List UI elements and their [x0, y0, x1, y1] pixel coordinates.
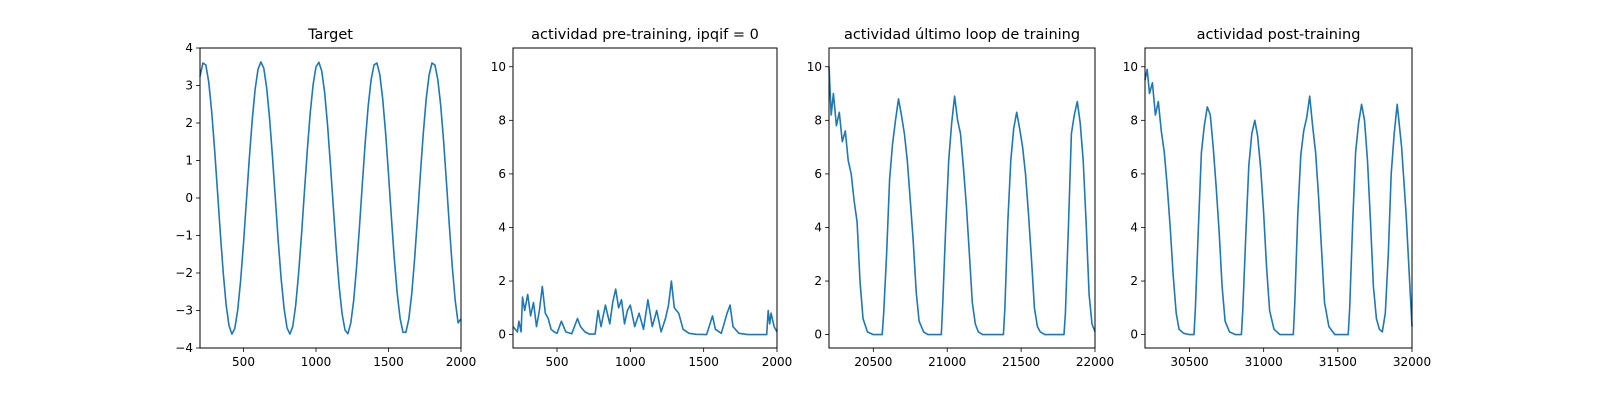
- series-line: [512, 280, 778, 336]
- y-tick-label: 4: [814, 220, 822, 234]
- series-line: [199, 61, 462, 335]
- y-tick-label: −2: [175, 266, 193, 280]
- chart-title: actividad último loop de training: [844, 27, 1080, 43]
- x-tick-label: 1000: [615, 355, 646, 369]
- y-tick-label: −4: [175, 341, 193, 355]
- x-tick-label: 30500: [1170, 355, 1208, 369]
- y-tick-label: 6: [498, 167, 506, 181]
- x-tick-label: 500: [546, 355, 569, 369]
- chart-panel-1: Target 500 1000 1500 2000 −4 −3 −2 −1 0 1 2 3 4: [175, 27, 476, 369]
- y-tick-label: 10: [807, 60, 822, 74]
- y-tick-label: 4: [498, 220, 506, 234]
- chart-title: actividad pre-training, ipqif = 0: [531, 27, 759, 43]
- y-tick-label: 4: [1130, 220, 1138, 234]
- axes-frame: [512, 47, 778, 349]
- series-line: [1144, 68, 1413, 336]
- series-line: [828, 66, 1096, 336]
- x-tick-label: 32000: [1393, 355, 1431, 369]
- y-tick-label: 1: [185, 154, 193, 168]
- y-tick-label: 2: [185, 116, 193, 130]
- axes-frame: [199, 47, 462, 349]
- y-tick-label: 2: [498, 274, 506, 288]
- y-tick-label: 10: [491, 60, 506, 74]
- chart-title: actividad post-training: [1197, 27, 1361, 43]
- chart-panel-2: actividad pre-training, ipqif = 0 500 1000…: [491, 27, 793, 369]
- x-tick-label: 22000: [1076, 355, 1114, 369]
- y-tick-label: 4: [185, 41, 193, 55]
- y-tick-label: 10: [1123, 60, 1138, 74]
- y-tick-label: 0: [1130, 328, 1138, 342]
- x-tick-label: 500: [232, 355, 255, 369]
- x-tick-label: 31000: [1245, 355, 1283, 369]
- x-tick-label: 2000: [446, 355, 477, 369]
- y-tick-label: 8: [498, 113, 506, 127]
- chart-panel-4: actividad post-training 30500 31000 31500 32…: [1123, 27, 1431, 369]
- x-tick-label: 1500: [373, 355, 404, 369]
- axes-frame: [1144, 47, 1413, 349]
- y-tick-label: 3: [185, 79, 193, 93]
- y-tick-label: 2: [814, 274, 822, 288]
- x-tick-label: 1500: [688, 355, 719, 369]
- y-tick-label: −3: [175, 304, 193, 318]
- y-tick-label: 0: [814, 328, 822, 342]
- x-tick-label: 21000: [928, 355, 966, 369]
- y-tick-label: 8: [814, 113, 822, 127]
- x-tick-label: 1000: [301, 355, 332, 369]
- y-tick-label: 0: [185, 191, 193, 205]
- y-tick-label: 0: [498, 328, 506, 342]
- x-tick-label: 20500: [854, 355, 892, 369]
- x-tick-label: 21500: [1002, 355, 1040, 369]
- y-tick-label: 6: [1130, 167, 1138, 181]
- y-tick-label: 8: [1130, 113, 1138, 127]
- axes-frame: [828, 47, 1096, 349]
- y-tick-label: 6: [814, 167, 822, 181]
- x-tick-label: 2000: [762, 355, 793, 369]
- y-tick-label: −1: [175, 229, 193, 243]
- x-tick-label: 31500: [1319, 355, 1357, 369]
- chart-title: Target: [307, 27, 353, 43]
- y-tick-label: 2: [1130, 274, 1138, 288]
